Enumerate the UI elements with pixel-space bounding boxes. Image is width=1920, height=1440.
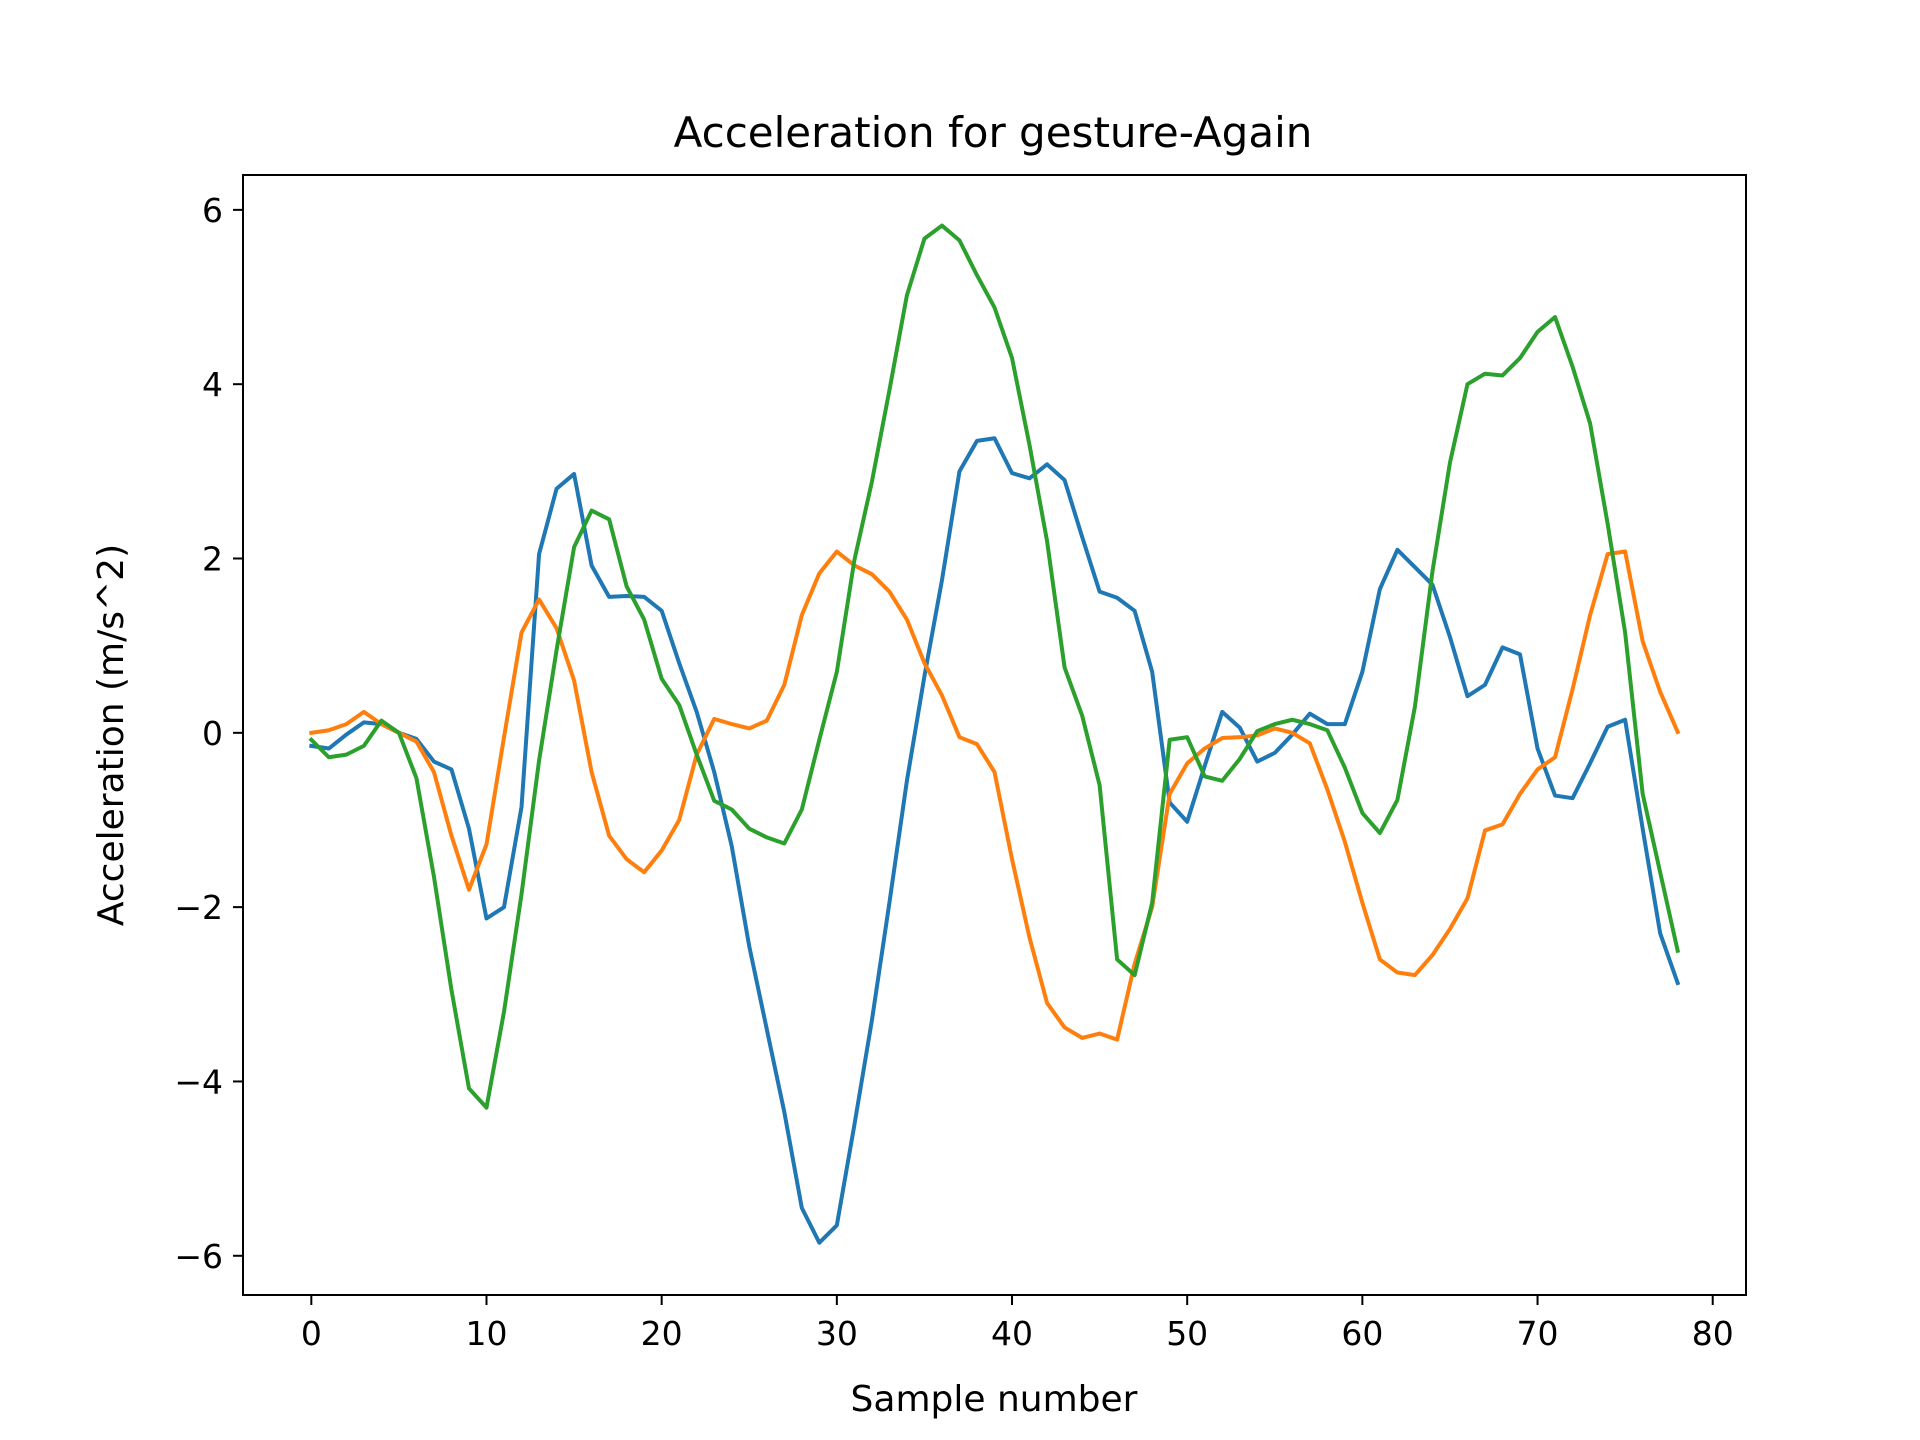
- series-line-1: [309, 436, 1681, 1245]
- y-tick-label: −6: [174, 1237, 223, 1276]
- series-layer: [308, 223, 1681, 1245]
- x-tick-label: 0: [301, 1314, 322, 1353]
- y-axis-label: Acceleration (m/s^2): [91, 544, 132, 926]
- x-axis-ticks: 0 10 20 30 40 50 60 70 80: [301, 1295, 1734, 1353]
- x-tick-label: 60: [1341, 1314, 1383, 1353]
- chart-title: Acceleration for gesture-Again: [674, 108, 1313, 157]
- x-tick-label: 50: [1166, 1314, 1208, 1353]
- x-tick-label: 10: [465, 1314, 507, 1353]
- y-tick-label: 0: [202, 714, 223, 753]
- series-line-2: [309, 549, 1681, 1042]
- y-tick-label: −2: [174, 888, 223, 927]
- x-tick-label: 30: [816, 1314, 858, 1353]
- series-line-3: [308, 223, 1681, 1110]
- y-tick-label: 4: [202, 365, 223, 404]
- y-tick-label: −4: [174, 1062, 223, 1101]
- y-axis-ticks: −6 −4 −2 0 2 4 6: [174, 191, 243, 1276]
- y-tick-label: 2: [202, 540, 223, 579]
- x-tick-label: 70: [1517, 1314, 1559, 1353]
- x-tick-label: 80: [1692, 1314, 1734, 1353]
- plot-frame: [242, 174, 1747, 1296]
- x-tick-label: 40: [991, 1314, 1033, 1353]
- y-tick-label: 6: [202, 191, 223, 230]
- x-axis-label: Sample number: [851, 1379, 1138, 1420]
- x-tick-label: 20: [641, 1314, 683, 1353]
